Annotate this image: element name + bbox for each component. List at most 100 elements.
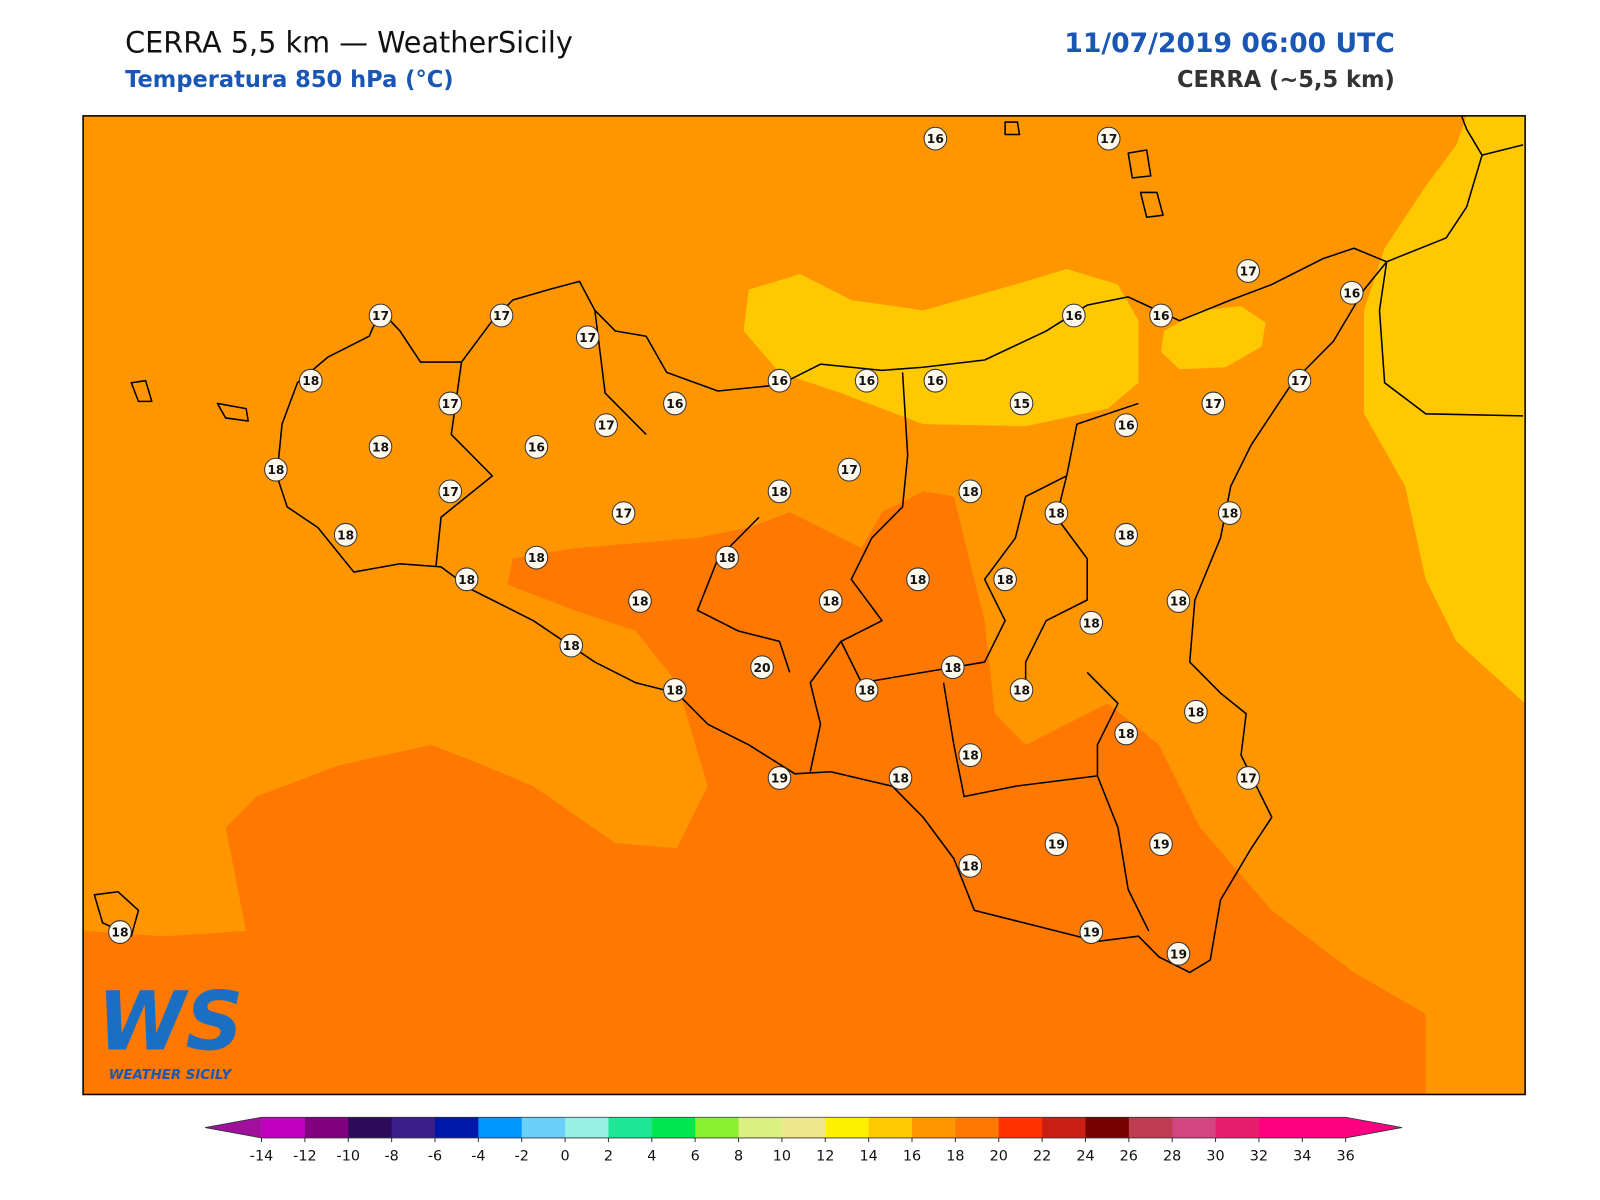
colorbar-under xyxy=(205,1117,262,1138)
logo-name: WEATHER SICILY xyxy=(109,1068,233,1083)
station-value: 18 xyxy=(111,926,128,940)
colorbar-tick-label: 30 xyxy=(1206,1149,1224,1165)
station-value: 18 xyxy=(267,463,284,477)
station-marker xyxy=(1149,832,1173,857)
station-marker xyxy=(524,435,549,459)
station-marker xyxy=(767,766,792,790)
colorbar-segment xyxy=(1258,1117,1303,1138)
station-marker xyxy=(559,633,584,658)
station-value: 18 xyxy=(372,440,389,454)
station-value: 17 xyxy=(841,463,858,477)
station-value: 18 xyxy=(822,595,839,609)
station-value: 16 xyxy=(1343,286,1360,300)
station-value: 17 xyxy=(493,309,510,323)
station-value: 17 xyxy=(615,507,632,521)
colorbar-tick-label: 4 xyxy=(647,1149,656,1165)
station-marker xyxy=(438,391,463,416)
colorbar-tick-label: 32 xyxy=(1250,1149,1268,1165)
station-marker xyxy=(575,325,600,350)
colorbar-segment xyxy=(304,1117,349,1138)
station-value: 16 xyxy=(927,374,944,388)
station-marker xyxy=(663,678,687,702)
station-value: 18 xyxy=(563,639,580,653)
colorbar-tick-label: 24 xyxy=(1076,1149,1094,1165)
islands xyxy=(93,121,1164,937)
station-marker xyxy=(1044,832,1069,857)
station-value: 18 xyxy=(771,485,788,499)
colorbar: -14 -12 -10 -8 -6 -4 -2 0 2 4 6 8 10 12 14 16 18 20 22 24 26… xyxy=(205,1116,1403,1165)
station-marker xyxy=(628,589,652,613)
colorbar-tick-label: 18 xyxy=(946,1149,964,1165)
station-value: 17 xyxy=(1240,771,1257,785)
subtitle: Temperatura 850 hPa (°C) xyxy=(125,67,454,93)
station-value: 18 xyxy=(962,859,979,873)
station-value: 16 xyxy=(1118,419,1135,433)
datetime: 11/07/2019 06:00 UTC xyxy=(1064,28,1395,59)
station-value: 17 xyxy=(598,419,615,433)
station-value: 16 xyxy=(1065,309,1082,323)
station-value: 18 xyxy=(1013,684,1030,698)
station-marker xyxy=(941,655,965,680)
station-value: 18 xyxy=(528,551,545,565)
station-value: 18 xyxy=(1187,705,1204,719)
field-cool xyxy=(743,268,1139,427)
colorbar-tick-label: 14 xyxy=(860,1149,878,1165)
colorbar-tick-label: 10 xyxy=(773,1149,791,1165)
colorbar-segment xyxy=(521,1117,566,1138)
station-value: 17 xyxy=(1291,374,1308,388)
colorbar-segment xyxy=(348,1117,393,1138)
station-value: 18 xyxy=(997,573,1014,587)
colorbar-segment xyxy=(955,1117,1000,1138)
colorbar-tick-label: -14 xyxy=(250,1149,273,1165)
colorbar-over xyxy=(1345,1117,1403,1138)
station-marker xyxy=(298,368,323,393)
colorbar-tick-label: 2 xyxy=(604,1149,613,1165)
station-marker xyxy=(611,501,636,525)
colorbar-segment xyxy=(1085,1117,1130,1138)
station-marker xyxy=(993,567,1017,592)
colorbar-tick-label: -4 xyxy=(471,1149,485,1165)
colorbar-tick-label: 0 xyxy=(561,1149,570,1165)
colorbar-segment xyxy=(1215,1117,1260,1138)
colorbar-tick-label: -10 xyxy=(337,1149,360,1165)
map-frame xyxy=(82,115,1526,1096)
map: WS WEATHER SICILY xyxy=(82,115,1526,1096)
colorbar-segment xyxy=(738,1117,783,1138)
station-marker xyxy=(854,678,879,702)
station-value: 18 xyxy=(1083,616,1100,630)
station-marker xyxy=(368,303,393,328)
colorbar-tick-label: 12 xyxy=(816,1149,834,1165)
station-value: 18 xyxy=(962,749,979,763)
colorbar-segment xyxy=(825,1117,870,1138)
colorbar-tick-label: -6 xyxy=(428,1149,442,1165)
station-marker xyxy=(1236,259,1260,283)
station-marker xyxy=(594,413,618,438)
station-marker xyxy=(264,457,288,482)
station-marker xyxy=(923,126,948,151)
station-marker xyxy=(923,368,948,393)
colorbar-tick-label: 34 xyxy=(1293,1149,1311,1165)
station-value: 17 xyxy=(579,331,596,345)
station-value: 18 xyxy=(302,374,319,388)
colorbar-segment xyxy=(1172,1117,1217,1138)
station-value: 18 xyxy=(858,684,875,698)
station-value: 18 xyxy=(892,771,909,785)
station-value: 16 xyxy=(927,132,944,146)
station-value: 18 xyxy=(631,595,648,609)
station-value: 20 xyxy=(753,661,771,675)
station-value: 17 xyxy=(372,309,389,323)
station-value: 18 xyxy=(1048,507,1065,521)
colorbar-tick-label: -8 xyxy=(384,1149,398,1165)
station-marker xyxy=(1149,303,1173,328)
station-value: 18 xyxy=(1118,528,1135,542)
station-marker xyxy=(1166,589,1191,613)
colorbar-segment xyxy=(261,1117,306,1138)
station-value: 16 xyxy=(1152,309,1169,323)
station-marker xyxy=(1009,391,1034,416)
station-marker xyxy=(1114,522,1138,547)
station-marker xyxy=(1114,721,1138,746)
model-label: CERRA (~5,5 km) xyxy=(1177,67,1395,93)
station-marker xyxy=(333,522,358,547)
station-value: 17 xyxy=(1100,132,1117,146)
